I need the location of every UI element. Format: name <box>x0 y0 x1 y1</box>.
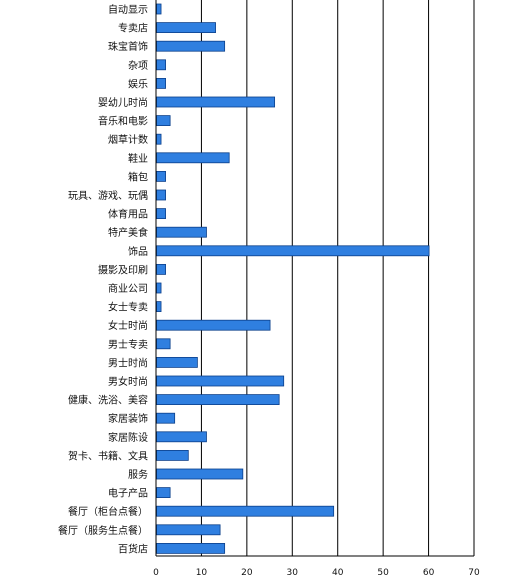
axes <box>155 0 474 557</box>
category-label: 鞋业 <box>128 152 148 165</box>
category-label: 饰品 <box>128 245 148 258</box>
category-label: 电子产品 <box>108 487 148 500</box>
category-label: 女士专卖 <box>108 301 148 314</box>
x-tick-label: 10 <box>196 568 208 578</box>
bar <box>156 40 226 52</box>
bar <box>156 208 166 220</box>
category-label: 餐厅（服务生点餐） <box>58 524 148 537</box>
category-label: 家居陈设 <box>108 431 148 444</box>
category-label: 摄影及印刷 <box>98 263 148 276</box>
bar <box>156 170 166 182</box>
bar <box>156 22 216 34</box>
x-tick-label: 60 <box>423 568 435 578</box>
category-label: 男士时尚 <box>108 356 148 369</box>
category-label: 杂项 <box>128 60 148 72</box>
x-tick-labels: 0 10 20 30 40 50 60 70 <box>153 568 480 578</box>
bar <box>156 412 176 424</box>
category-label: 专卖店 <box>118 22 148 35</box>
bar <box>156 78 166 89</box>
bar <box>156 3 162 15</box>
category-label: 特产美食 <box>108 226 148 239</box>
bar <box>156 468 244 480</box>
x-tick-label: 20 <box>241 568 253 578</box>
bar <box>156 449 189 461</box>
bar <box>156 524 221 536</box>
bar <box>156 394 280 406</box>
bar <box>156 543 226 554</box>
bar <box>156 505 335 517</box>
category-label: 男女时尚 <box>108 375 148 388</box>
x-tick-label: 30 <box>287 568 299 578</box>
category-label: 健康、洗浴、美容 <box>68 394 148 407</box>
x-tick-label: 0 <box>153 568 159 578</box>
bar <box>156 263 166 275</box>
category-label: 百货店 <box>118 542 148 555</box>
category-label: 玩具、游戏、玩偶 <box>68 189 148 202</box>
bar <box>156 431 207 443</box>
category-label: 餐厅（柜台点餐） <box>68 505 148 518</box>
bar <box>156 133 162 145</box>
x-tick-label: 50 <box>377 568 389 578</box>
category-label: 娱乐 <box>128 77 148 90</box>
bar <box>156 356 198 368</box>
category-label: 珠宝首饰 <box>108 40 148 53</box>
category-label: 家居装饰 <box>108 412 148 425</box>
x-tick-label: 40 <box>332 568 344 578</box>
category-label: 服务 <box>128 468 148 481</box>
category-label: 体育用品 <box>108 208 148 221</box>
bar <box>156 59 166 71</box>
bar <box>156 189 166 201</box>
category-label: 男士专卖 <box>108 338 148 351</box>
bar <box>156 96 276 108</box>
category-label: 音乐和电影 <box>98 115 148 128</box>
bar <box>156 301 162 313</box>
bar <box>156 245 430 257</box>
bar <box>156 319 271 331</box>
category-label: 贺卡、书籍、文具 <box>68 449 148 462</box>
category-label: 女士时尚 <box>108 319 148 332</box>
bar <box>156 338 171 350</box>
category-label: 箱包 <box>128 170 148 183</box>
bar <box>156 226 207 238</box>
category-label: 婴幼儿时尚 <box>98 96 148 109</box>
category-label: 自动显示 <box>108 3 148 16</box>
gridlines <box>200 0 475 556</box>
category-label: 商业公司 <box>108 282 148 295</box>
bars <box>156 3 430 554</box>
x-tick-label: 70 <box>468 568 480 578</box>
bar <box>156 115 171 126</box>
bar <box>156 487 171 499</box>
category-label: 烟草计数 <box>108 133 148 146</box>
bar <box>156 152 230 164</box>
bar <box>156 282 162 294</box>
category-labels: 自动显示专卖店珠宝首饰杂项娱乐婴幼儿时尚音乐和电影烟草计数鞋业箱包玩具、游戏、玩… <box>58 3 148 555</box>
bar <box>156 375 285 387</box>
